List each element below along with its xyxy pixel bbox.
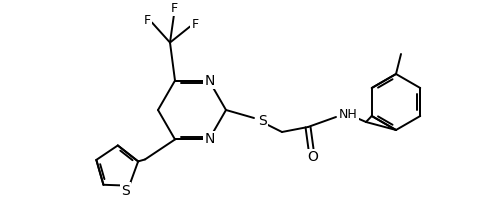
Text: N: N	[205, 133, 215, 147]
Text: F: F	[143, 14, 151, 27]
Text: F: F	[170, 2, 178, 15]
Text: NH: NH	[339, 109, 358, 121]
Text: S: S	[258, 114, 267, 128]
Text: S: S	[121, 184, 130, 198]
Text: F: F	[191, 18, 199, 31]
Text: O: O	[307, 150, 319, 164]
Text: N: N	[205, 73, 215, 87]
